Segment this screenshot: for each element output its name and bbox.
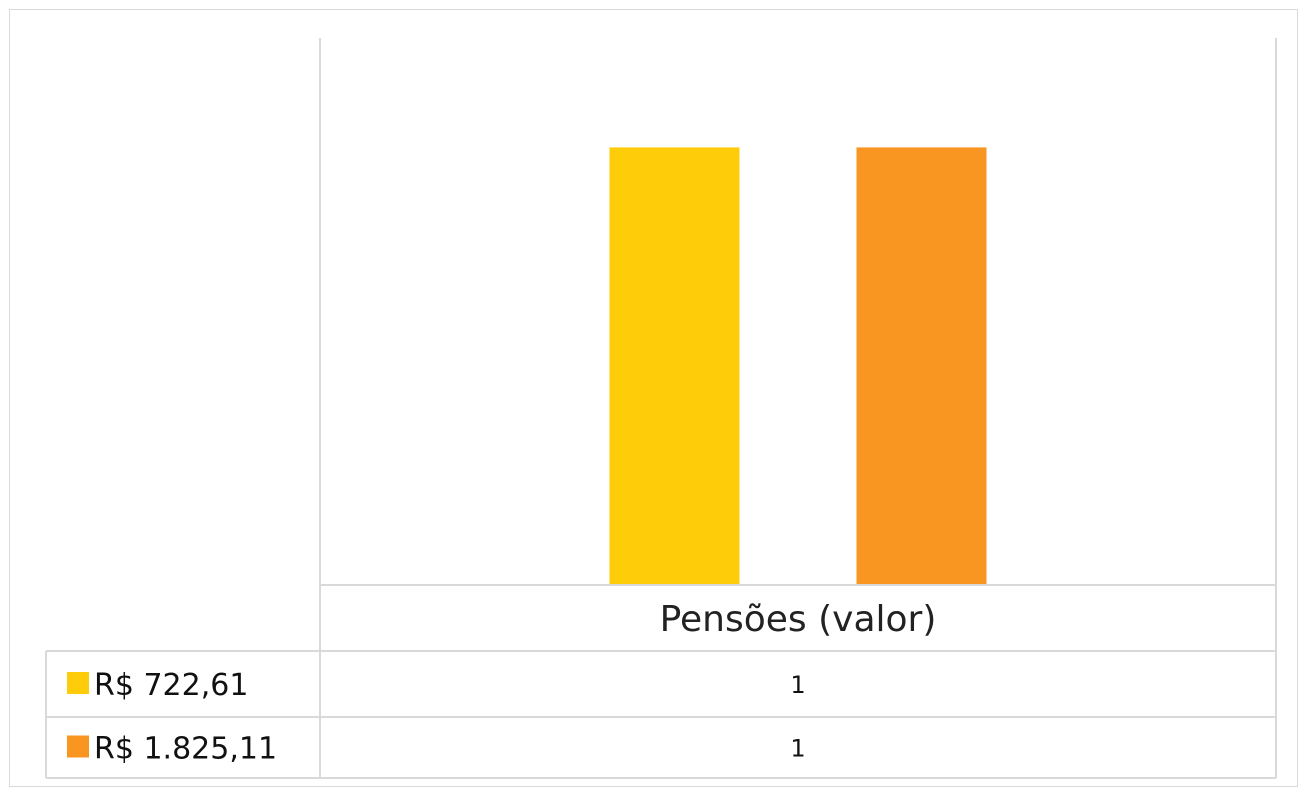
table-value-series-1: 1 bbox=[790, 671, 805, 699]
table-value-series-2: 1 bbox=[790, 735, 805, 763]
data-table-grid bbox=[45, 584, 1277, 779]
category-label: Pensões (valor) bbox=[660, 599, 937, 640]
chart-frame bbox=[9, 9, 1298, 787]
data-table-rows: R$ 722,61 1 R$ 1.825,11 1 bbox=[67, 668, 806, 767]
bar-series-2 bbox=[856, 147, 987, 585]
legend-key-series-1 bbox=[67, 672, 89, 694]
legend-key-series-2 bbox=[67, 735, 89, 758]
legend-label-series-1: R$ 722,61 bbox=[94, 668, 248, 703]
legend-label-series-2: R$ 1.825,11 bbox=[94, 732, 277, 767]
bar-series-1 bbox=[609, 147, 740, 585]
bars-group bbox=[609, 147, 987, 585]
